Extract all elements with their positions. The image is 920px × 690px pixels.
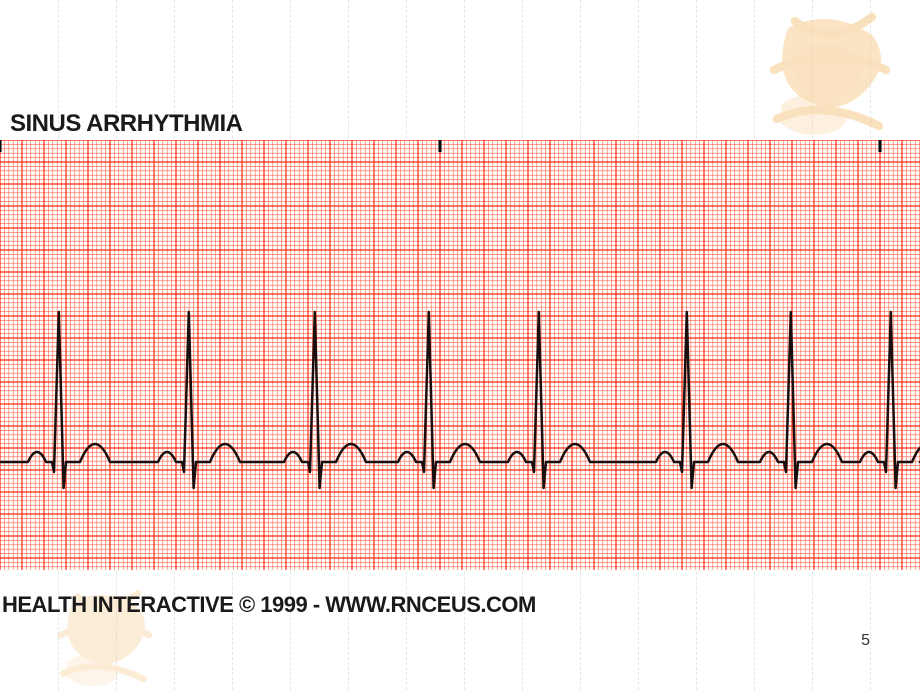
credit-line: HEALTH INTERACTIVE © 1999 - WWW.RNCEUS.C…: [2, 592, 536, 618]
page-number: 5: [861, 632, 870, 650]
watermark-top-right: [740, 0, 920, 140]
ecg-title: SINUS ARRHYTHMIA: [10, 110, 242, 138]
ecg-svg: [0, 140, 920, 570]
ecg-strip: [0, 140, 920, 570]
